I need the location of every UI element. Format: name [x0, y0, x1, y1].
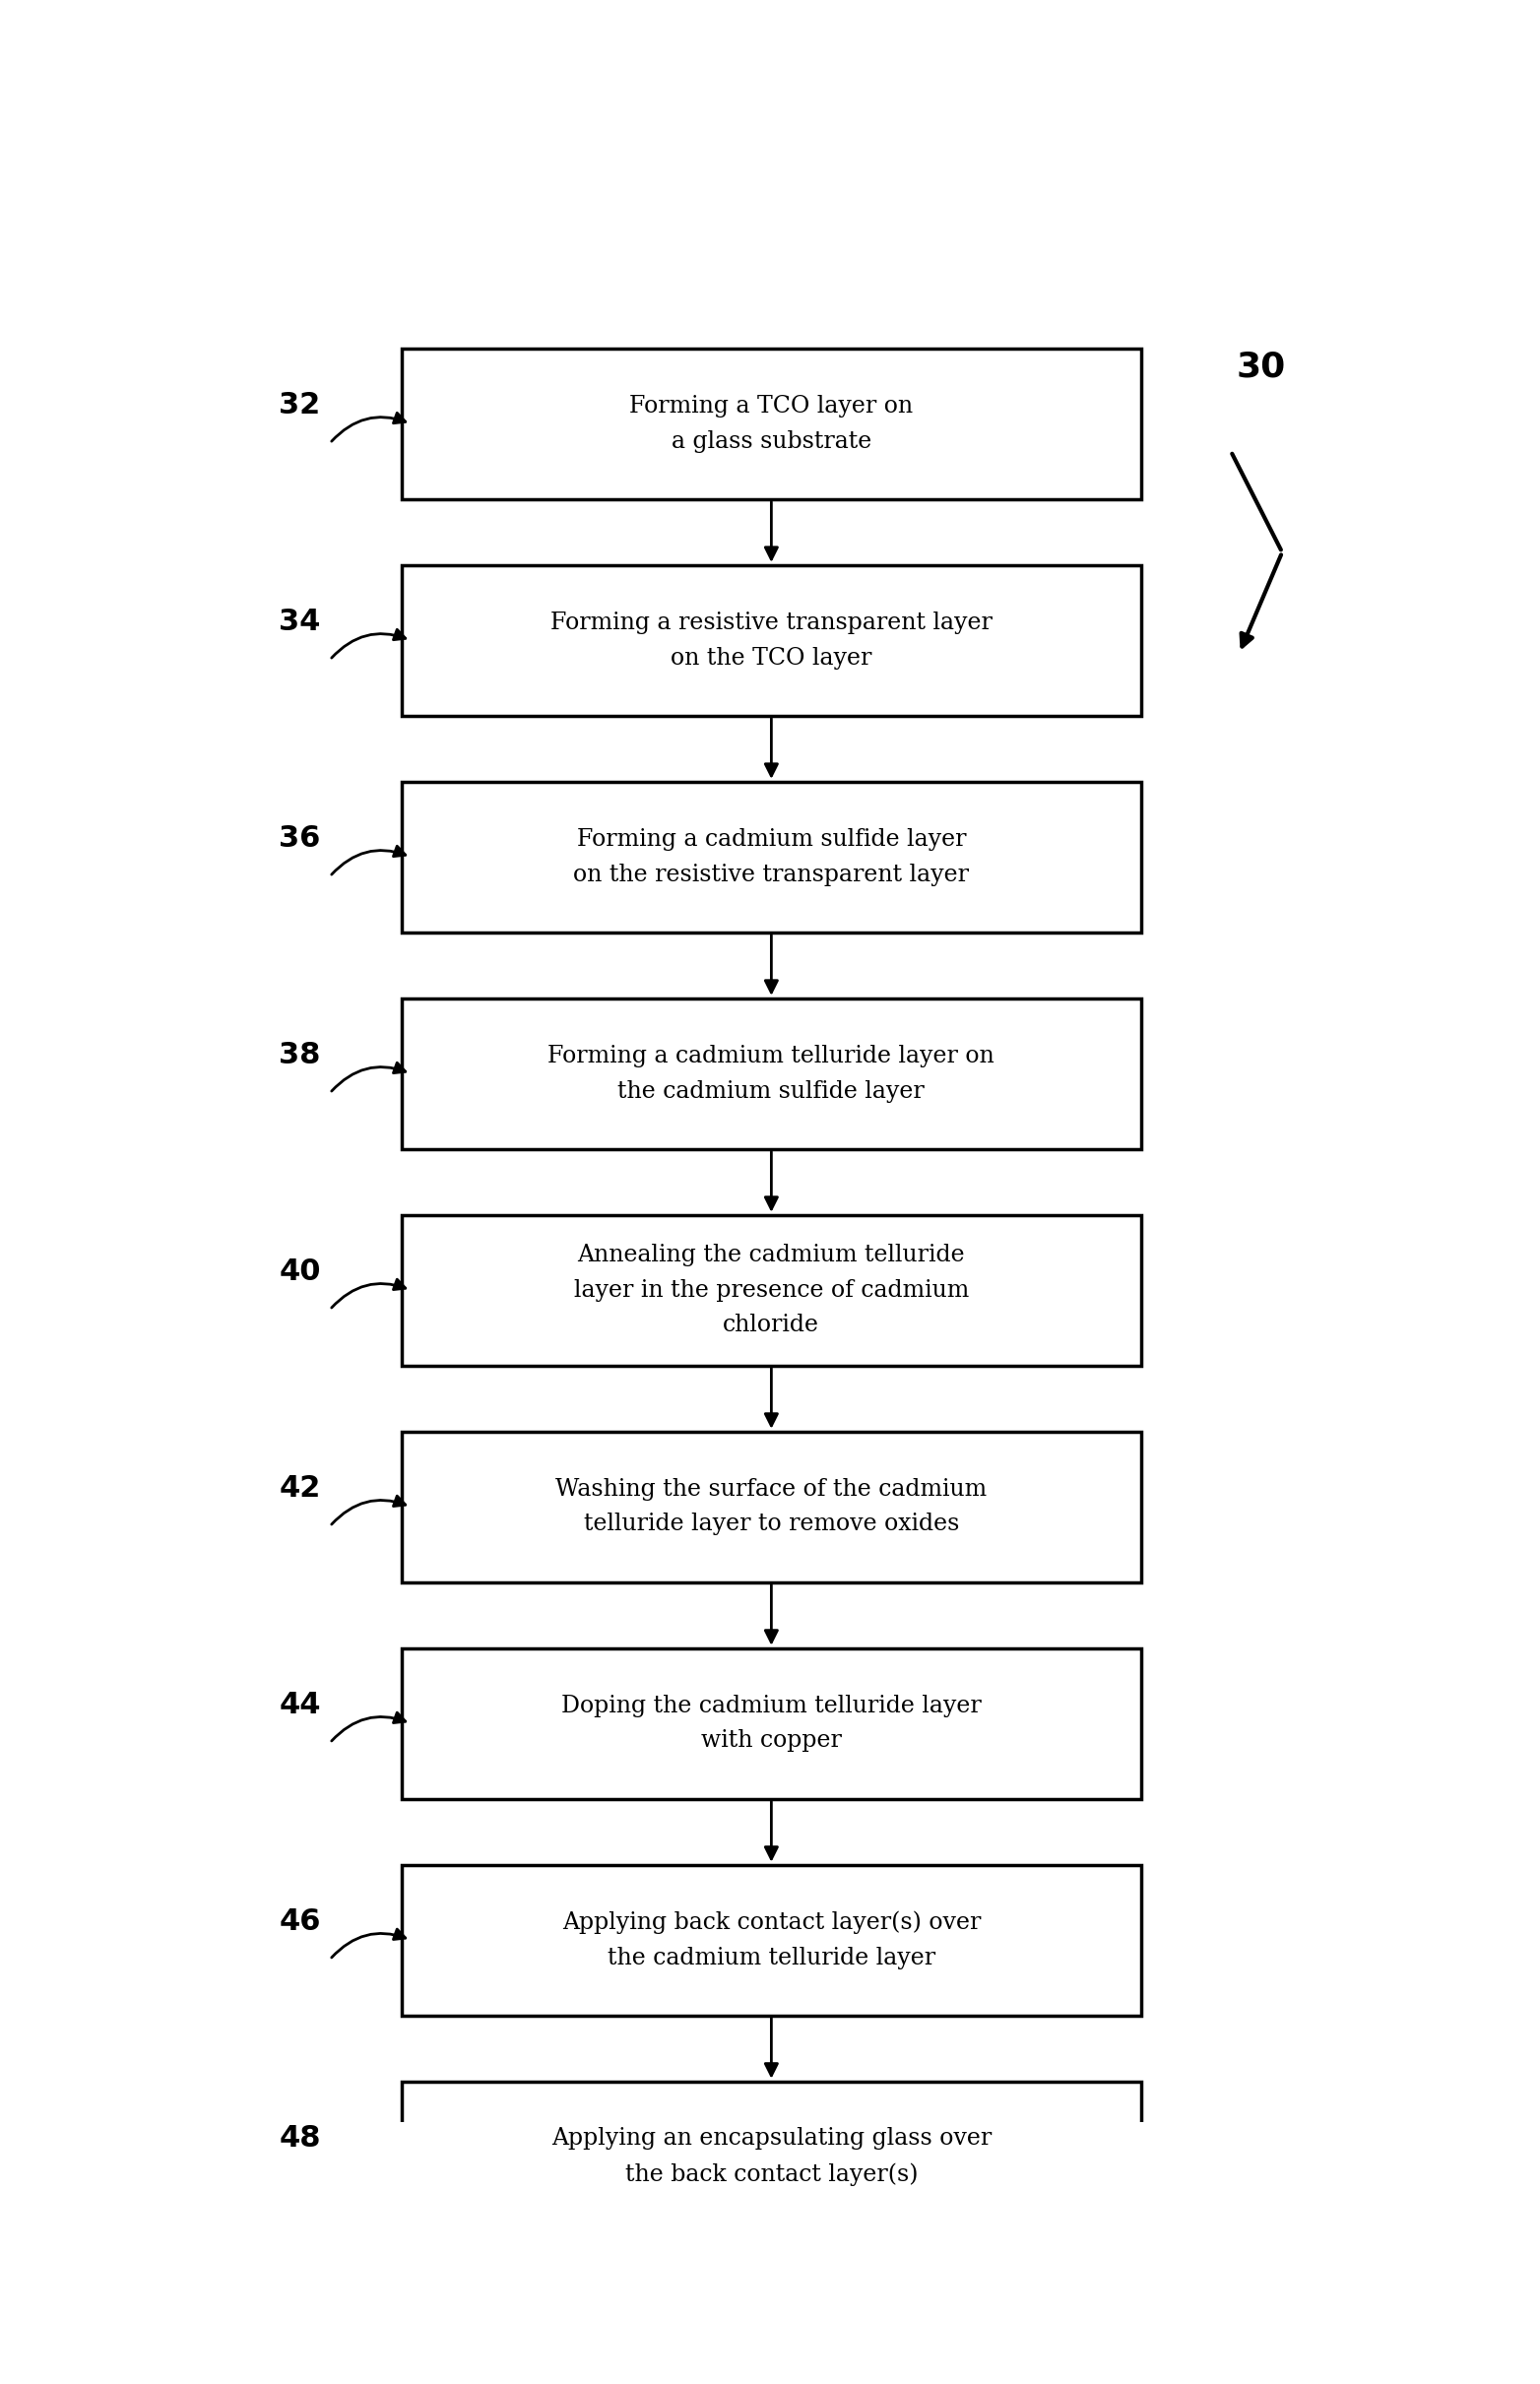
Text: Forming a cadmium sulfide layer
on the resistive transparent layer: Forming a cadmium sulfide layer on the r…: [573, 827, 969, 887]
Bar: [402, 2081, 1141, 2231]
Text: Forming a resistive transparent layer
on the TCO layer: Forming a resistive transparent layer on…: [550, 613, 992, 670]
Text: 46: 46: [279, 1907, 320, 1936]
Text: 44: 44: [279, 1690, 320, 1719]
Text: Washing the surface of the cadmium
telluride layer to remove oxides: Washing the surface of the cadmium tellu…: [556, 1478, 987, 1535]
Text: Forming a TCO layer on
a glass substrate: Forming a TCO layer on a glass substrate: [630, 396, 913, 453]
Text: 36: 36: [279, 825, 320, 853]
Bar: [402, 1647, 1141, 1798]
Bar: [402, 1216, 1141, 1366]
Bar: [402, 1430, 1141, 1583]
Text: Applying back contact layer(s) over
the cadmium telluride layer: Applying back contact layer(s) over the …: [562, 1912, 981, 1969]
Text: 48: 48: [279, 2124, 320, 2153]
Bar: [402, 348, 1141, 498]
Text: Forming a cadmium telluride layer on
the cadmium sulfide layer: Forming a cadmium telluride layer on the…: [548, 1044, 995, 1101]
Text: 34: 34: [279, 608, 320, 637]
Text: 30: 30: [1237, 350, 1286, 384]
Text: Doping the cadmium telluride layer
with copper: Doping the cadmium telluride layer with …: [561, 1695, 981, 1752]
Text: 38: 38: [279, 1042, 320, 1070]
Bar: [402, 999, 1141, 1149]
Text: Annealing the cadmium telluride
layer in the presence of cadmium
chloride: Annealing the cadmium telluride layer in…: [574, 1244, 969, 1337]
Bar: [402, 1864, 1141, 2014]
Text: 32: 32: [279, 391, 320, 420]
Text: Applying an encapsulating glass over
the back contact layer(s): Applying an encapsulating glass over the…: [551, 2127, 992, 2186]
Text: 42: 42: [279, 1473, 320, 1502]
Bar: [402, 565, 1141, 715]
Bar: [402, 782, 1141, 932]
Text: 40: 40: [279, 1259, 320, 1287]
